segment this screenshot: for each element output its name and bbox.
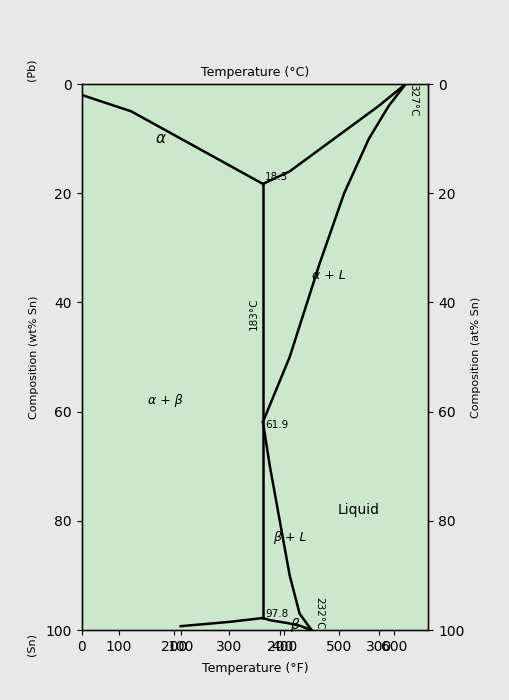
Text: β + L: β + L	[272, 531, 306, 544]
Text: (Pb): (Pb)	[26, 59, 36, 81]
Text: β: β	[290, 617, 298, 631]
Text: 97.8: 97.8	[264, 608, 288, 619]
Text: Liquid: Liquid	[337, 503, 379, 517]
Text: α: α	[156, 131, 165, 146]
X-axis label: Temperature (°C): Temperature (°C)	[201, 66, 308, 78]
Text: 61.9: 61.9	[264, 420, 288, 430]
Text: α + L: α + L	[312, 269, 346, 281]
Text: (Sn): (Sn)	[26, 633, 36, 656]
Text: α + β: α + β	[148, 394, 183, 407]
Text: 327°C: 327°C	[408, 84, 418, 117]
Text: 232°C: 232°C	[314, 597, 324, 630]
Text: 18.3: 18.3	[264, 172, 288, 182]
Y-axis label: Composition (wt% Sn): Composition (wt% Sn)	[29, 295, 39, 419]
X-axis label: Temperature (°F): Temperature (°F)	[201, 662, 308, 675]
Y-axis label: Composition (at% Sn): Composition (at% Sn)	[470, 296, 480, 418]
Text: 183°C: 183°C	[248, 297, 259, 330]
